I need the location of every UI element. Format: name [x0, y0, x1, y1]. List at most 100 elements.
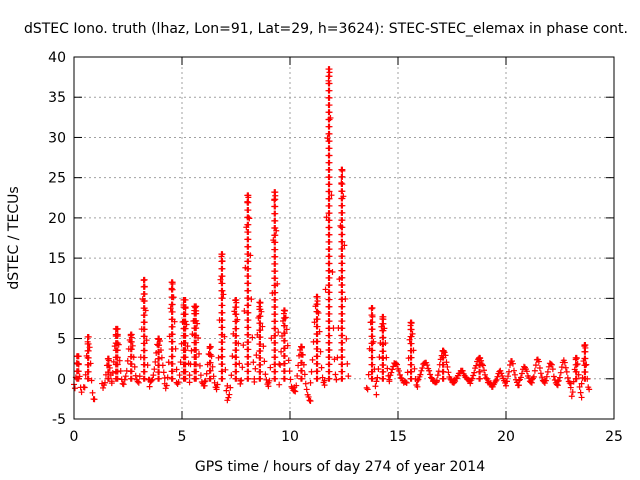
data-point [233, 325, 240, 332]
data-point [115, 341, 122, 348]
x-tick-label: 25 [605, 429, 623, 445]
data-point [131, 363, 138, 370]
data-point [193, 354, 200, 361]
data-point [81, 384, 88, 391]
data-point [221, 333, 228, 340]
data-point [477, 354, 484, 361]
data-point [284, 342, 291, 349]
data-point [326, 130, 333, 137]
data-point [91, 396, 98, 403]
data-point [245, 331, 252, 338]
data-point [329, 268, 336, 275]
data-point [440, 375, 447, 382]
data-point [224, 397, 231, 404]
data-point [219, 346, 226, 353]
data-point [219, 258, 226, 265]
data-point [272, 189, 279, 196]
data-point [193, 325, 200, 332]
data-point [381, 325, 388, 332]
data-point [382, 340, 389, 347]
data-point [122, 373, 129, 380]
data-point [470, 372, 477, 379]
data-point [219, 339, 226, 346]
data-point [299, 351, 306, 358]
data-point [294, 372, 301, 379]
data-point [339, 375, 346, 382]
data-point [326, 123, 333, 130]
data-point [307, 398, 314, 405]
data-point [245, 214, 252, 221]
data-point [233, 354, 240, 361]
data-point [87, 360, 94, 367]
data-point [326, 267, 333, 274]
data-point [341, 242, 348, 249]
data-point [245, 243, 252, 250]
data-point [257, 368, 264, 375]
data-point [444, 363, 451, 370]
data-point [233, 304, 240, 311]
data-point [82, 371, 89, 378]
data-point [142, 307, 149, 314]
data-point [583, 361, 590, 368]
data-point [169, 368, 176, 375]
data-point [233, 332, 240, 339]
data-point [582, 369, 589, 376]
data-point [219, 353, 226, 360]
data-point [543, 373, 550, 380]
data-point [162, 385, 169, 392]
data-point [339, 310, 346, 317]
data-point [124, 357, 131, 364]
data-point [389, 366, 396, 373]
data-point [314, 360, 321, 367]
data-point [169, 353, 176, 360]
data-point [582, 362, 589, 369]
data-point [169, 375, 176, 382]
data-point [245, 375, 252, 382]
data-point [85, 354, 92, 361]
data-point [85, 340, 92, 347]
data-point [276, 381, 283, 388]
data-point [473, 362, 480, 369]
data-point [433, 377, 440, 384]
data-point [508, 358, 515, 365]
data-point [369, 326, 376, 333]
data-point [88, 377, 95, 384]
data-point [245, 280, 252, 287]
data-point [245, 192, 252, 199]
data-point [326, 224, 333, 231]
data-point [339, 202, 346, 209]
data-point [196, 362, 203, 369]
data-point [245, 295, 252, 302]
data-point [380, 368, 387, 375]
data-point [575, 371, 582, 378]
data-point [159, 362, 166, 369]
data-point [409, 330, 416, 337]
data-point [326, 289, 333, 296]
data-point [486, 380, 493, 387]
data-point [403, 379, 410, 386]
data-point [326, 66, 333, 73]
data-point [257, 320, 264, 327]
data-point [100, 384, 107, 391]
data-point [481, 367, 488, 374]
data-point [573, 361, 580, 368]
data-point [326, 195, 333, 202]
data-point [141, 276, 148, 283]
data-point [188, 347, 195, 354]
data-point [345, 373, 352, 380]
data-point [574, 360, 581, 367]
data-point [272, 253, 279, 260]
data-point [128, 375, 135, 382]
data-point [478, 357, 485, 364]
data-point [494, 373, 501, 380]
data-point [281, 345, 288, 352]
data-point [549, 366, 556, 373]
data-point [477, 375, 484, 382]
data-point [388, 369, 395, 376]
data-point [479, 361, 486, 368]
data-point [339, 188, 346, 195]
data-point [114, 347, 121, 354]
data-point [365, 371, 372, 378]
data-point [326, 375, 333, 382]
